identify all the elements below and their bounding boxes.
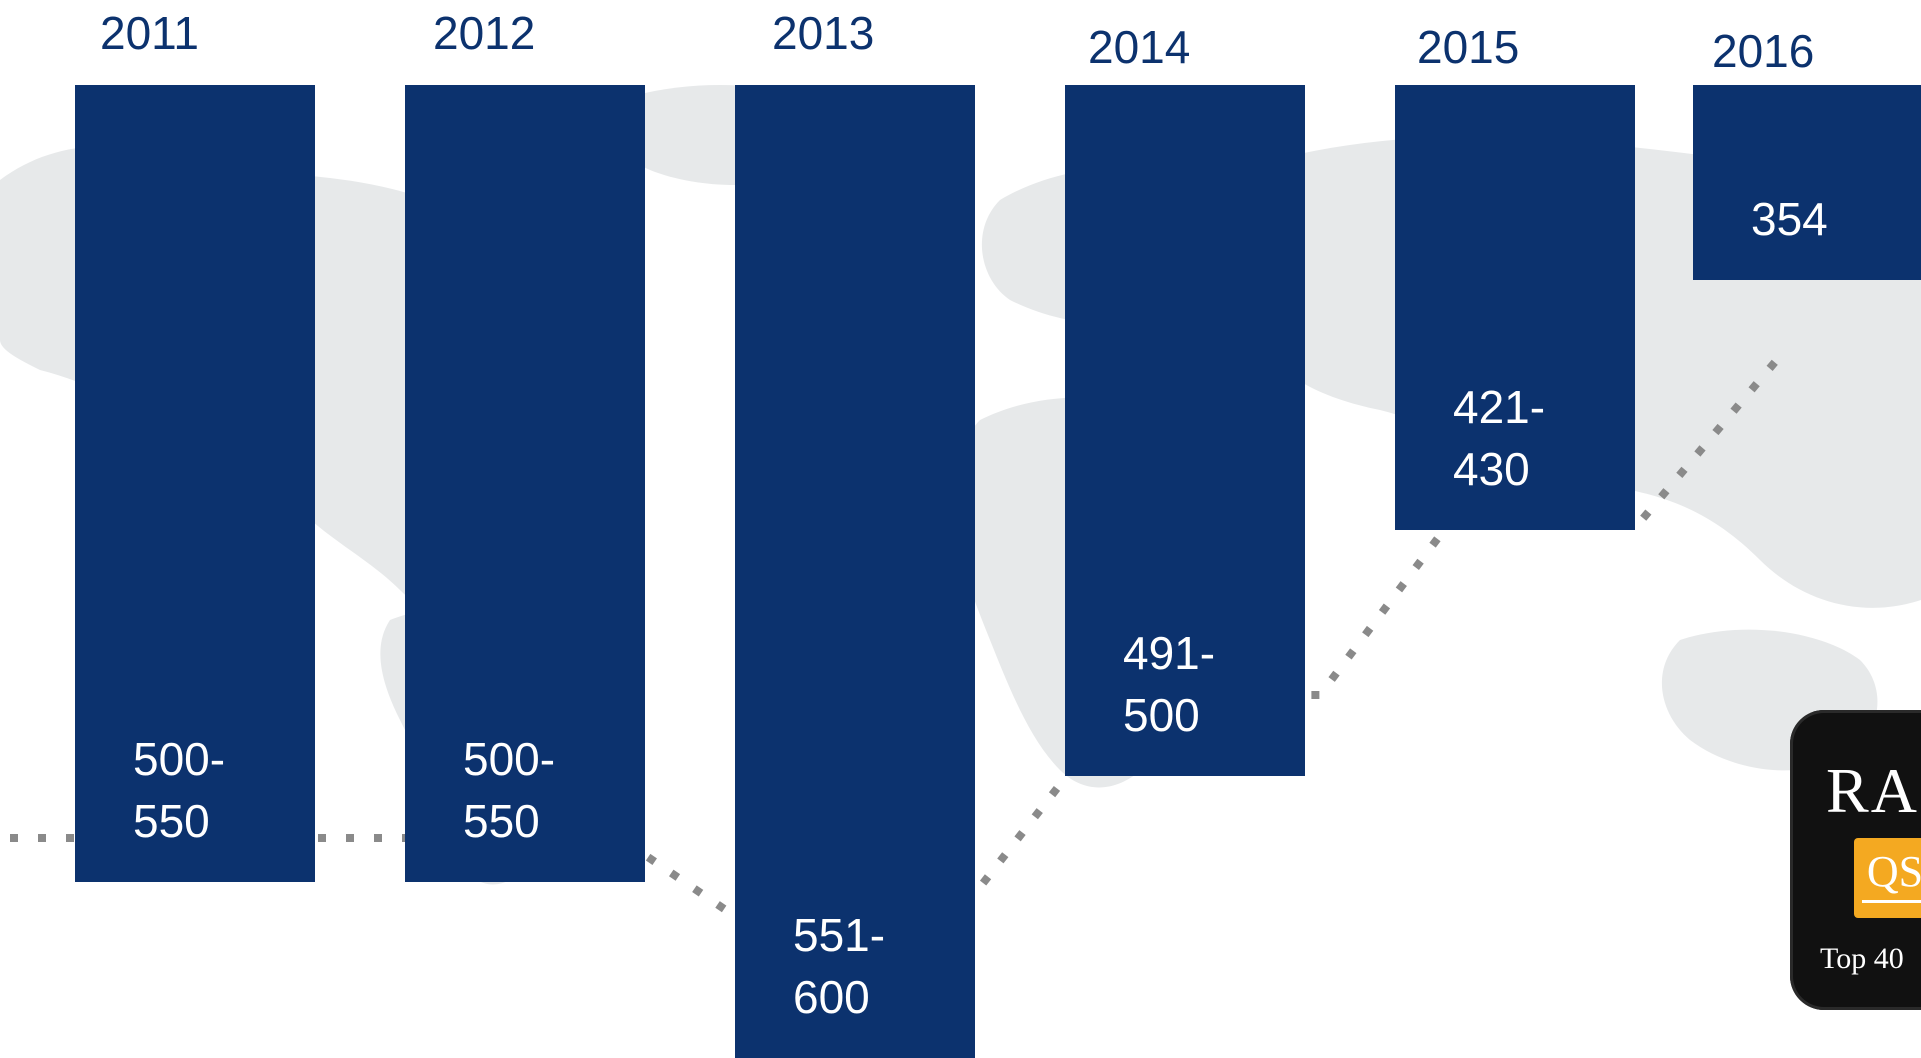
year-label-2011: 2011 (100, 7, 199, 59)
year-label-2014: 2014 (1088, 21, 1191, 73)
rank-label-2014: 491- 500 (1123, 622, 1215, 746)
year-label-2015: 2015 (1417, 21, 1520, 73)
rank-label-line: 600 (793, 971, 870, 1023)
qs-logo-icon: QS (1854, 838, 1921, 918)
rank-label-2011: 500- 550 (133, 728, 225, 852)
rank-label-line: 421- (1453, 381, 1546, 433)
rank-label-line: 500 (1123, 689, 1200, 741)
chart-area: 2011 500- 550 2012 500- 550 2013 551- 600 2014 491… (0, 7, 1921, 1058)
year-label-2012: 2012 (433, 7, 536, 59)
rank-label-line: 430 (1453, 443, 1530, 495)
bar-2015 (1395, 85, 1635, 530)
rank-label-2012: 500- 550 (463, 728, 555, 852)
rank-label-2016: 354 (1751, 188, 1828, 250)
bar-2011 (75, 85, 315, 882)
bar-2013 (735, 85, 975, 1058)
qs-logo-underline (1862, 900, 1921, 903)
year-label-2016: 2016 (1712, 25, 1815, 77)
bar-2016 (1693, 85, 1921, 280)
rank-label-line: 500- (133, 733, 226, 785)
rank-label-line: 500- (463, 733, 556, 785)
badge-footer: Top 40 (1820, 942, 1904, 975)
rank-label-2013: 551- 600 (793, 904, 885, 1028)
bar-2014 (1065, 85, 1305, 776)
rank-label-line: 550 (133, 795, 210, 847)
rank-label-line: 551- (793, 909, 886, 961)
rank-label-line: 550 (463, 795, 540, 847)
qs-ranking-badge: RA QS W U R Top 40 (1790, 710, 1921, 1010)
rank-label-line: 354 (1751, 193, 1828, 245)
badge-heading: RA (1826, 755, 1919, 826)
rank-label-line: 491- (1123, 627, 1216, 679)
year-label-2013: 2013 (772, 7, 875, 59)
rank-label-2015: 421- 430 (1453, 376, 1545, 500)
bar-2012 (405, 85, 645, 882)
qs-logo-text: QS (1866, 847, 1921, 896)
